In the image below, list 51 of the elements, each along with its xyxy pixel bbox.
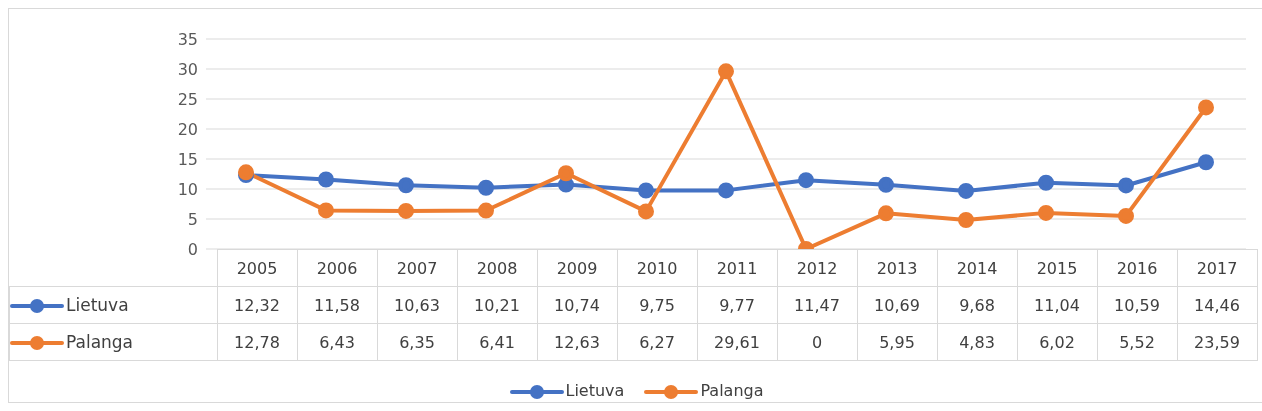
data-label: 10,59	[1097, 286, 1177, 324]
y-tick-label: 25	[177, 89, 198, 109]
data-label: 6,27	[617, 323, 697, 361]
x-tick-label: 2012	[777, 249, 857, 287]
x-tick-label: 2016	[1097, 249, 1177, 287]
data-label: 9,68	[937, 286, 1017, 324]
data-label: 4,83	[937, 323, 1017, 361]
data-label: 23,59	[1177, 323, 1257, 361]
x-tick-label: 2008	[457, 249, 537, 287]
data-label: 5,52	[1097, 323, 1177, 361]
legend-label: Lietuva	[9, 286, 217, 324]
x-tick-label: 2011	[697, 249, 777, 287]
x-tick-label: 2006	[297, 249, 377, 287]
data-label: 12,78	[217, 323, 297, 361]
y-tick-label: 5	[187, 209, 198, 229]
data-label: 10,63	[377, 286, 457, 324]
data-label: 9,75	[617, 286, 697, 324]
x-tick-label: 2005	[217, 249, 297, 287]
y-tick-label: 0	[187, 239, 198, 259]
data-label: 10,74	[537, 286, 617, 324]
data-label: 5,95	[857, 323, 937, 361]
text: Palanga	[66, 332, 134, 352]
x-tick-label: 2010	[617, 249, 697, 287]
data-label: 6,35	[377, 323, 457, 361]
data-label: 0	[777, 323, 857, 361]
data-label: 29,61	[697, 323, 777, 361]
data-label: 9,77	[697, 286, 777, 324]
y-tick-label: 30	[177, 59, 198, 79]
data-label: 12,63	[537, 323, 617, 361]
y-tick-label: 20	[177, 119, 198, 139]
data-label: 11,04	[1017, 286, 1097, 324]
x-tick-label: 2015	[1017, 249, 1097, 287]
x-tick-label: 2009	[537, 249, 617, 287]
x-tick-label: 2013	[857, 249, 937, 287]
legend-label: Palanga	[699, 381, 764, 400]
x-tick-label: 2014	[937, 249, 1017, 287]
data-label: 6,41	[457, 323, 537, 361]
x-tick-label: 2017	[1177, 249, 1257, 287]
y-tick-label: 10	[177, 179, 198, 199]
data-label: 10,21	[457, 286, 537, 324]
data-label: 10,69	[857, 286, 937, 324]
data-label: 6,02	[1017, 323, 1097, 361]
data-label: 14,46	[1177, 286, 1257, 324]
data-label: 11,47	[777, 286, 857, 324]
data-label: 12,32	[217, 286, 297, 324]
y-tick-label: 35	[177, 29, 198, 49]
y-tick-label: 15	[177, 149, 198, 169]
data-label: 6,43	[297, 323, 377, 361]
data-label: 11,58	[297, 286, 377, 324]
text: Lietuva	[565, 381, 625, 400]
x-tick-label: 2007	[377, 249, 457, 287]
